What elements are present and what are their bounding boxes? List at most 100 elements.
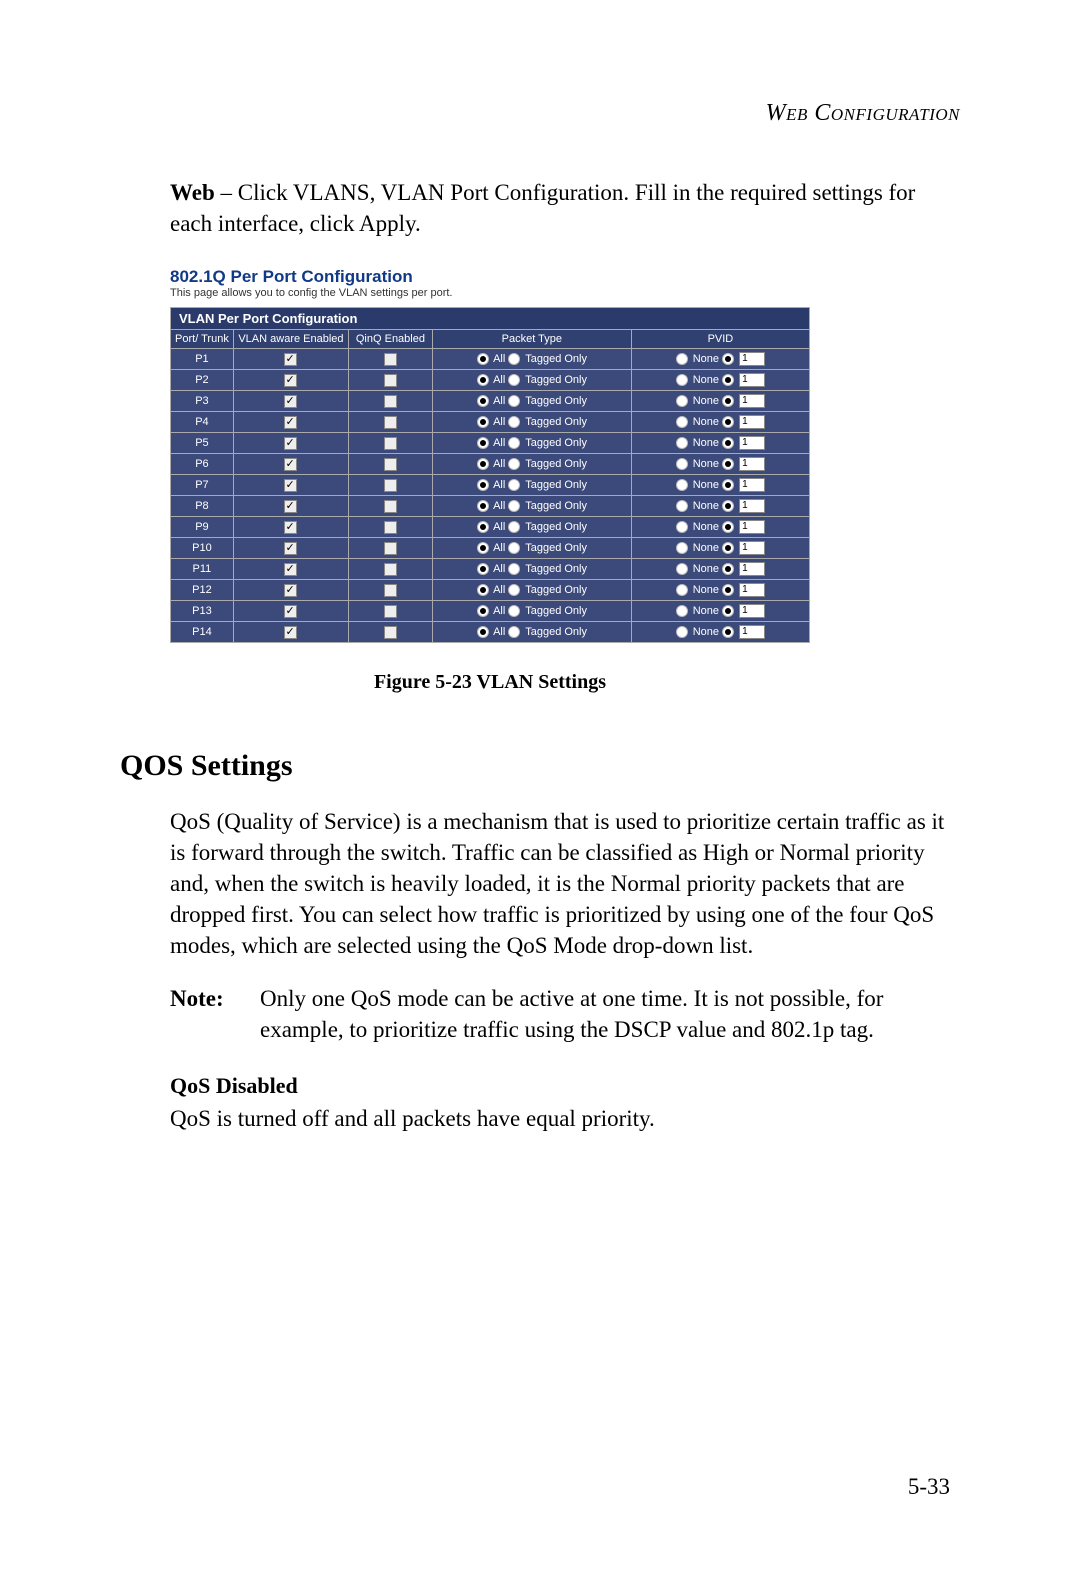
- vlan-aware-checkbox[interactable]: [284, 626, 297, 639]
- qinq-checkbox[interactable]: [384, 395, 397, 408]
- pvid-input[interactable]: 1: [739, 604, 765, 618]
- pvid-none-radio[interactable]: [676, 584, 688, 596]
- vlan-aware-checkbox[interactable]: [284, 437, 297, 450]
- vlan-aware-checkbox[interactable]: [284, 353, 297, 366]
- pvid-value-radio[interactable]: [722, 500, 734, 512]
- qinq-checkbox[interactable]: [384, 605, 397, 618]
- pvid-none-radio[interactable]: [676, 500, 688, 512]
- packet-tagged-radio[interactable]: [508, 374, 520, 386]
- pvid-none-radio[interactable]: [676, 437, 688, 449]
- pvid-input[interactable]: 1: [739, 394, 765, 408]
- qinq-checkbox[interactable]: [384, 500, 397, 513]
- vlan-aware-checkbox[interactable]: [284, 563, 297, 576]
- pvid-input[interactable]: 1: [739, 520, 765, 534]
- pvid-value-radio[interactable]: [722, 605, 734, 617]
- qinq-checkbox[interactable]: [384, 353, 397, 366]
- vlan-aware-checkbox[interactable]: [284, 605, 297, 618]
- packet-tagged-radio[interactable]: [508, 542, 520, 554]
- pvid-input[interactable]: 1: [739, 373, 765, 387]
- pvid-none-radio[interactable]: [676, 626, 688, 638]
- qinq-checkbox[interactable]: [384, 374, 397, 387]
- pvid-input[interactable]: 1: [739, 625, 765, 639]
- pvid-value-radio[interactable]: [722, 458, 734, 470]
- pvid-input[interactable]: 1: [739, 541, 765, 555]
- pvid-input[interactable]: 1: [739, 478, 765, 492]
- packet-all-radio[interactable]: [477, 353, 489, 365]
- packet-all-radio[interactable]: [477, 395, 489, 407]
- pvid-none-radio[interactable]: [676, 605, 688, 617]
- packet-tagged-radio[interactable]: [508, 479, 520, 491]
- pvid-none-radio[interactable]: [676, 416, 688, 428]
- vlan-aware-checkbox[interactable]: [284, 374, 297, 387]
- packet-tagged-radio[interactable]: [508, 500, 520, 512]
- packet-all-radio[interactable]: [477, 416, 489, 428]
- qinq-checkbox[interactable]: [384, 626, 397, 639]
- packet-all-radio[interactable]: [477, 563, 489, 575]
- packet-all-radio[interactable]: [477, 458, 489, 470]
- packet-all-radio[interactable]: [477, 626, 489, 638]
- pvid-value-radio[interactable]: [722, 521, 734, 533]
- pvid-none-radio[interactable]: [676, 458, 688, 470]
- qinq-checkbox[interactable]: [384, 542, 397, 555]
- packet-tagged-radio[interactable]: [508, 605, 520, 617]
- packet-all-radio[interactable]: [477, 542, 489, 554]
- vlan-aware-checkbox[interactable]: [284, 584, 297, 597]
- packet-all-radio[interactable]: [477, 479, 489, 491]
- pvid-input[interactable]: 1: [739, 457, 765, 471]
- pvid-value-radio[interactable]: [722, 542, 734, 554]
- pvid-none-radio[interactable]: [676, 395, 688, 407]
- packet-tagged-radio[interactable]: [508, 521, 520, 533]
- packet-all-radio[interactable]: [477, 500, 489, 512]
- vlan-aware-checkbox[interactable]: [284, 458, 297, 471]
- packet-all-radio[interactable]: [477, 584, 489, 596]
- pvid-none-radio[interactable]: [676, 353, 688, 365]
- packet-tagged-radio[interactable]: [508, 395, 520, 407]
- packet-tagged-radio[interactable]: [508, 458, 520, 470]
- packet-tagged-radio[interactable]: [508, 563, 520, 575]
- vlan-aware-checkbox[interactable]: [284, 521, 297, 534]
- pvid-input[interactable]: 1: [739, 352, 765, 366]
- packet-tagged-radio[interactable]: [508, 584, 520, 596]
- vlan-aware-checkbox[interactable]: [284, 395, 297, 408]
- pvid-value-radio[interactable]: [722, 395, 734, 407]
- qinq-cell: [349, 433, 433, 454]
- vlan-aware-checkbox[interactable]: [284, 542, 297, 555]
- packet-all-radio[interactable]: [477, 437, 489, 449]
- packet-all-radio[interactable]: [477, 521, 489, 533]
- vlan-aware-checkbox[interactable]: [284, 500, 297, 513]
- pvid-none-radio[interactable]: [676, 521, 688, 533]
- pvid-input[interactable]: 1: [739, 436, 765, 450]
- packet-tagged-radio[interactable]: [508, 626, 520, 638]
- pvid-none-radio[interactable]: [676, 542, 688, 554]
- packet-all-radio[interactable]: [477, 374, 489, 386]
- pvid-value-radio[interactable]: [722, 584, 734, 596]
- pvid-value-radio[interactable]: [722, 479, 734, 491]
- pvid-value-radio[interactable]: [722, 353, 734, 365]
- qinq-checkbox[interactable]: [384, 479, 397, 492]
- qinq-checkbox[interactable]: [384, 458, 397, 471]
- packet-all-radio[interactable]: [477, 605, 489, 617]
- pvid-none-radio[interactable]: [676, 479, 688, 491]
- packet-tagged-radio[interactable]: [508, 416, 520, 428]
- pvid-value-radio[interactable]: [722, 626, 734, 638]
- pvid-value-radio[interactable]: [722, 437, 734, 449]
- pvid-none-radio[interactable]: [676, 374, 688, 386]
- qinq-checkbox[interactable]: [384, 563, 397, 576]
- pvid-none-radio[interactable]: [676, 563, 688, 575]
- pvid-input[interactable]: 1: [739, 562, 765, 576]
- pvid-input[interactable]: 1: [739, 499, 765, 513]
- pvid-input[interactable]: 1: [739, 415, 765, 429]
- pvid-input[interactable]: 1: [739, 583, 765, 597]
- vlan-aware-checkbox[interactable]: [284, 416, 297, 429]
- note-text: Only one QoS mode can be active at one t…: [260, 983, 960, 1045]
- packet-tagged-radio[interactable]: [508, 437, 520, 449]
- pvid-value-radio[interactable]: [722, 416, 734, 428]
- pvid-value-radio[interactable]: [722, 374, 734, 386]
- packet-tagged-radio[interactable]: [508, 353, 520, 365]
- qinq-checkbox[interactable]: [384, 521, 397, 534]
- qinq-checkbox[interactable]: [384, 584, 397, 597]
- vlan-aware-checkbox[interactable]: [284, 479, 297, 492]
- pvid-value-radio[interactable]: [722, 563, 734, 575]
- qinq-checkbox[interactable]: [384, 437, 397, 450]
- qinq-checkbox[interactable]: [384, 416, 397, 429]
